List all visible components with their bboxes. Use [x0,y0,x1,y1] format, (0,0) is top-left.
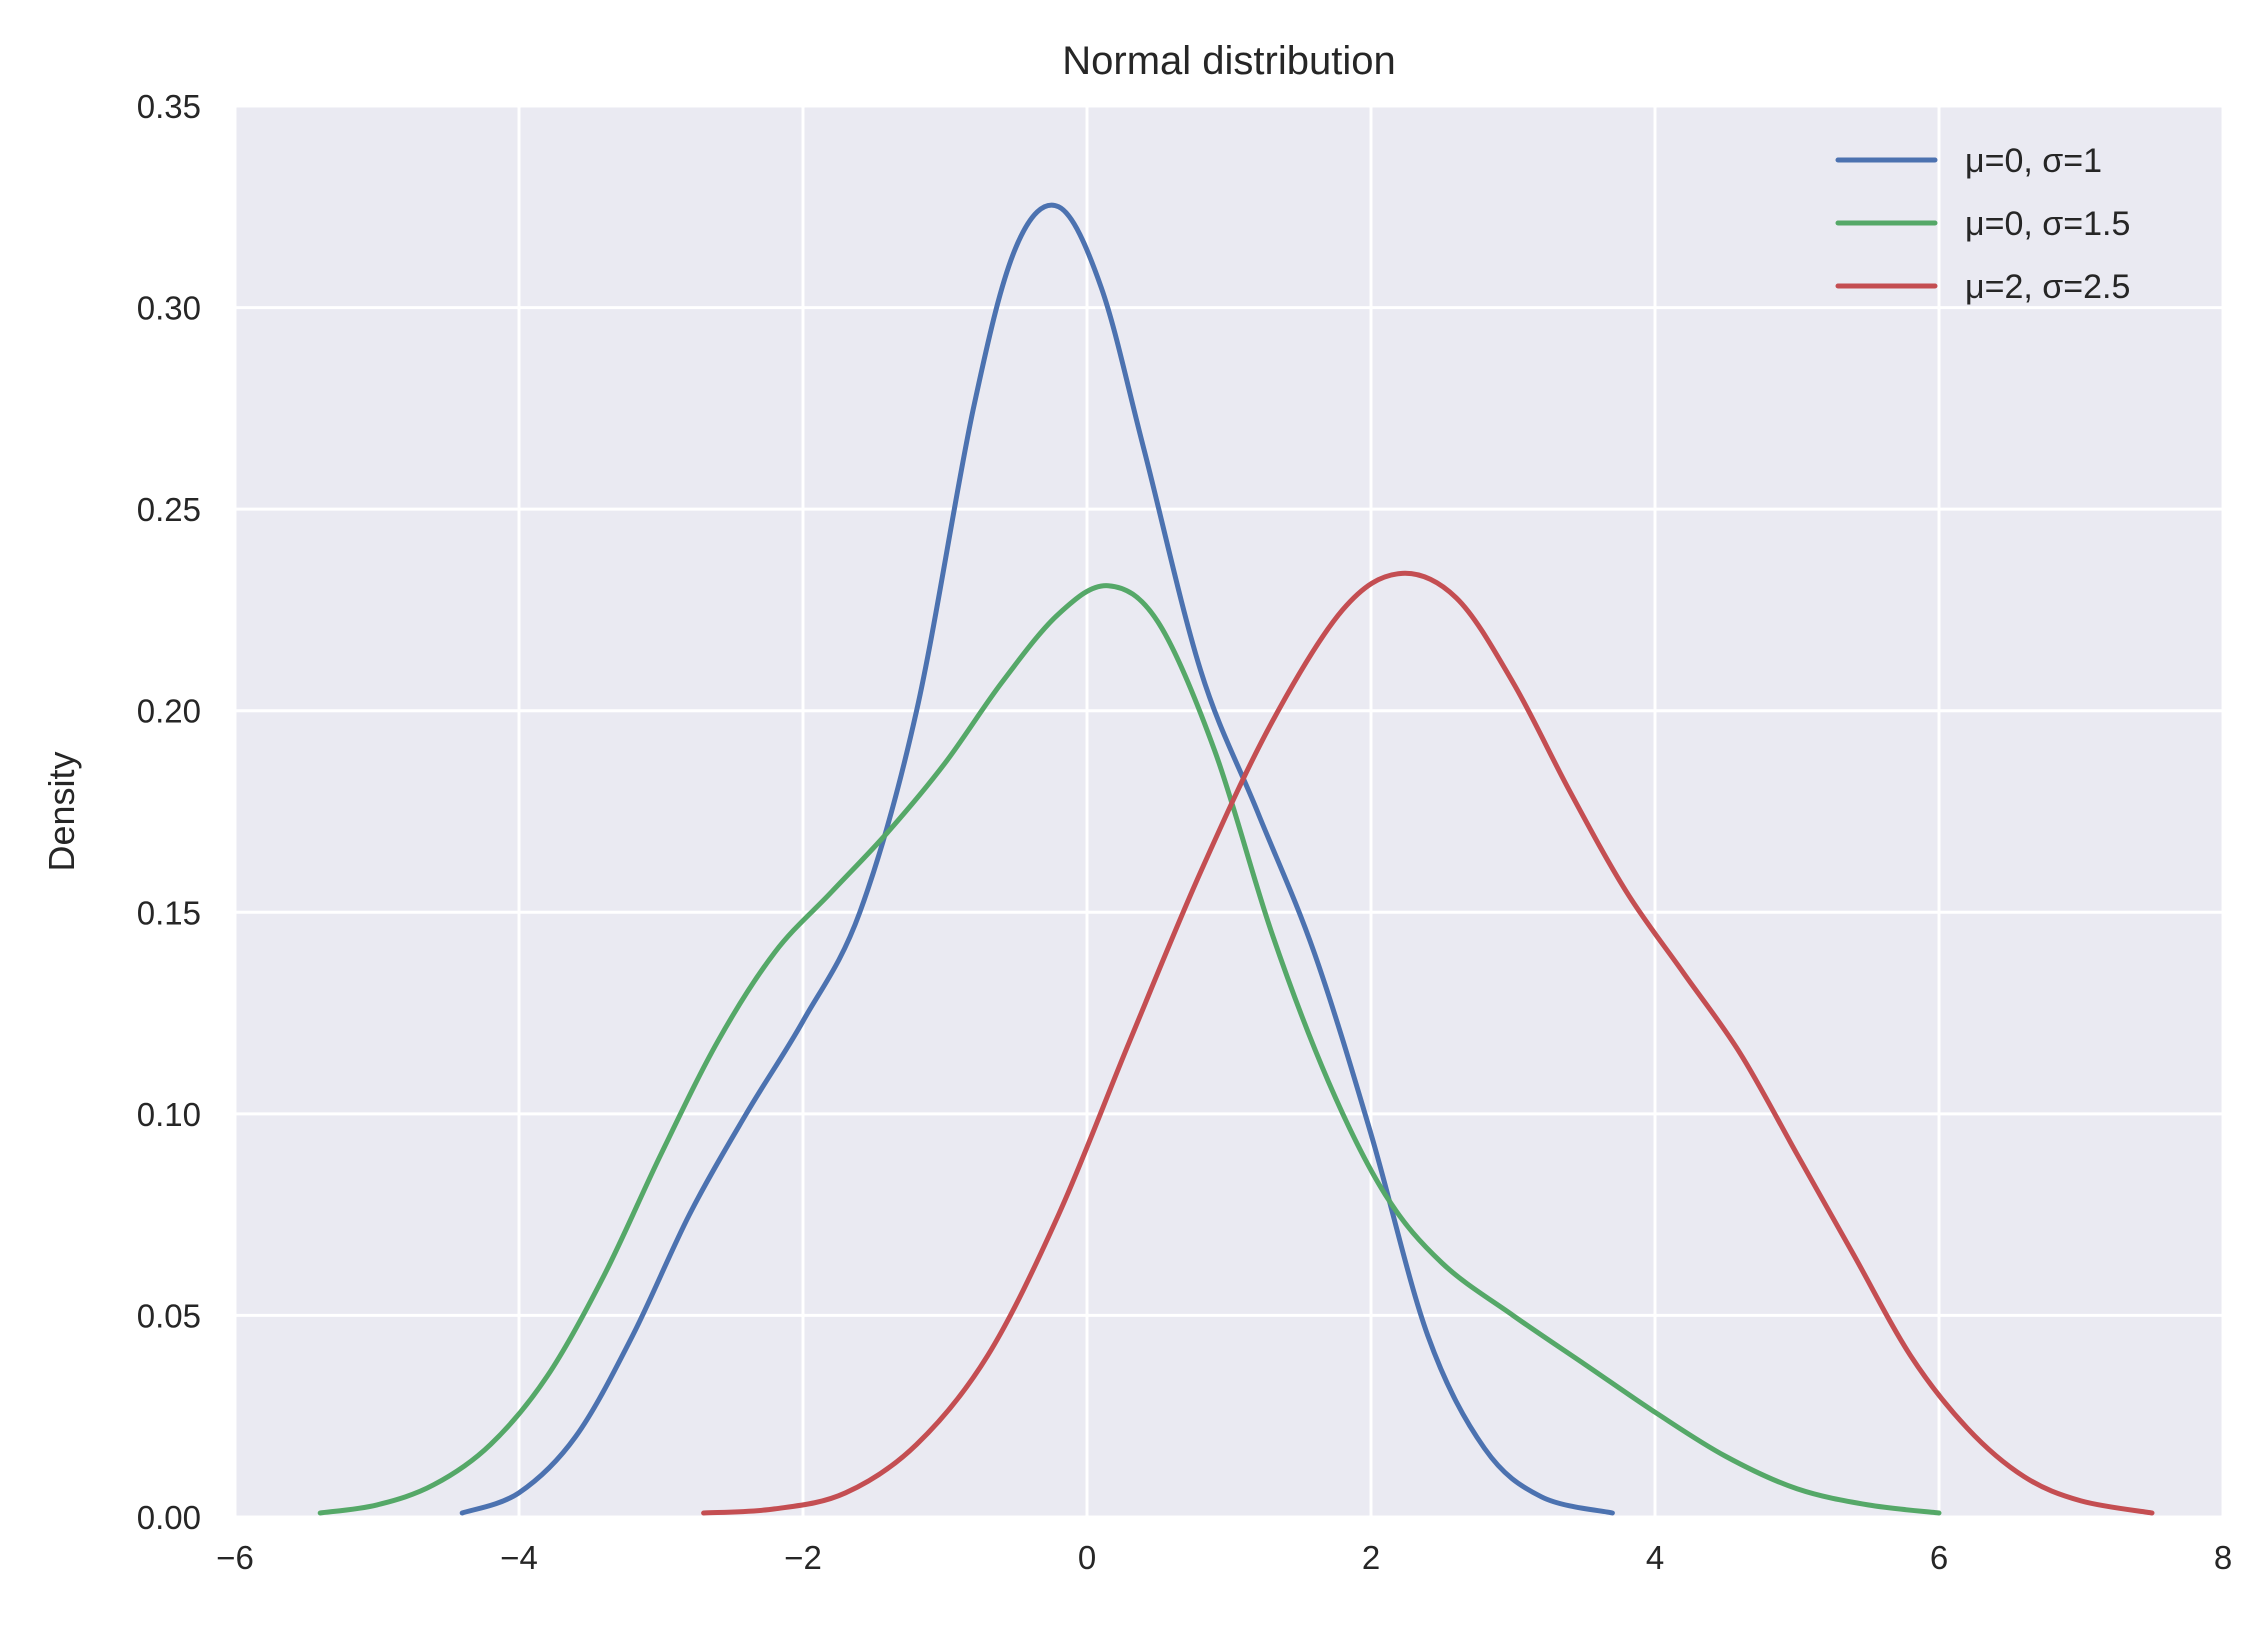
y-tick-label: 0.00 [137,1499,201,1536]
x-tick-label: −6 [216,1539,254,1576]
grid-lines [233,104,2225,1519]
series-line-1 [459,202,1615,1516]
x-tick-label: 8 [2214,1539,2232,1576]
chart-title: Normal distribution [1062,39,1395,83]
x-axis-ticks: −6 −4 −2 0 2 4 6 8 [216,1539,2232,1576]
y-tick-label: 0.25 [137,491,201,528]
y-axis-ticks: 0.00 0.05 0.10 0.15 0.20 0.25 0.30 0.35 [137,88,201,1536]
legend-label: μ=2, σ=2.5 [1965,268,2130,306]
legend-label: μ=0, σ=1.5 [1965,205,2130,243]
x-tick-label: 0 [1078,1539,1096,1576]
x-tick-label: −2 [784,1539,822,1576]
x-tick-label: −4 [500,1539,538,1576]
y-tick-label: 0.20 [137,693,201,730]
y-axis-label: Density [41,751,82,871]
series-line-3 [701,570,2155,1516]
y-tick-label: 0.10 [137,1096,201,1133]
series-line-2 [317,583,1942,1516]
series-layer [317,202,2155,1516]
y-tick-label: 0.05 [137,1297,201,1334]
legend-label: μ=0, σ=1 [1965,142,2102,180]
x-tick-label: 6 [1930,1539,1948,1576]
y-tick-label: 0.35 [137,88,201,125]
y-tick-label: 0.30 [137,290,201,327]
x-tick-label: 2 [1362,1539,1380,1576]
x-tick-label: 4 [1646,1539,1664,1576]
y-tick-label: 0.15 [137,894,201,931]
legend: μ=0, σ=1 μ=0, σ=1.5 μ=2, σ=2.5 [1835,142,2130,306]
